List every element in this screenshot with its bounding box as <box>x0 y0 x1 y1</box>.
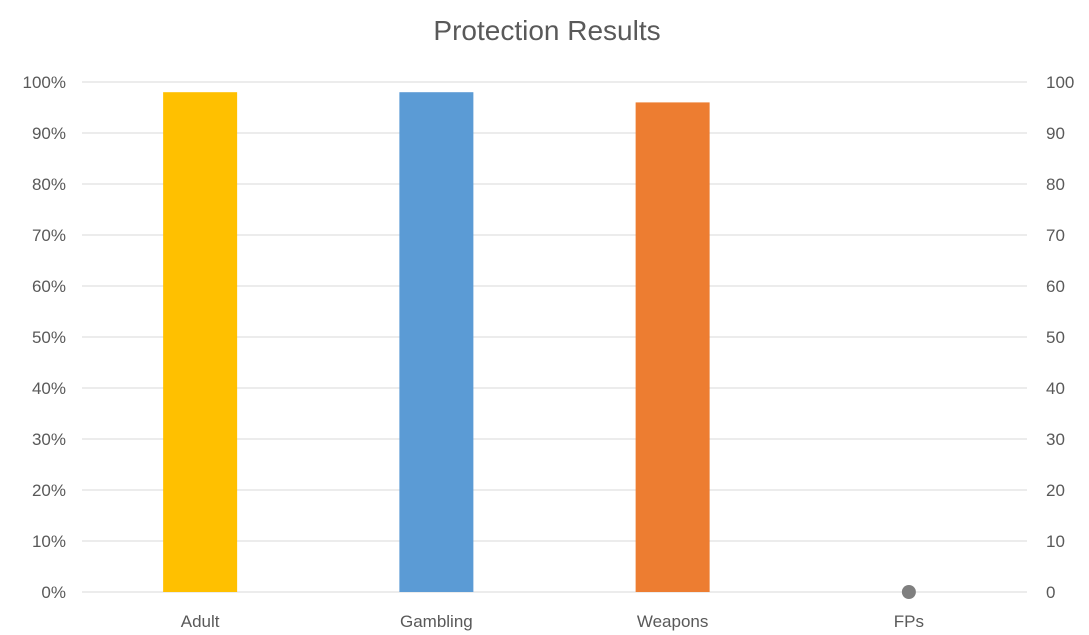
left-axis-tick-labels: 0% 10% 20% 30% 40% 50% 60% 70% 80% 90% 100% <box>23 73 66 602</box>
bar-adult <box>163 92 238 592</box>
left-tick-label: 80% <box>32 175 66 194</box>
left-tick-label: 30% <box>32 430 66 449</box>
chart-title: Protection Results <box>433 15 660 46</box>
right-tick-label: 20 <box>1046 481 1065 500</box>
left-tick-label: 40% <box>32 379 66 398</box>
category-labels: Adult Gambling Weapons FPs <box>181 612 924 631</box>
bar-weapons <box>635 102 710 593</box>
left-tick-label: 20% <box>32 481 66 500</box>
right-tick-label: 100 <box>1046 73 1074 92</box>
right-tick-label: 30 <box>1046 430 1065 449</box>
left-tick-label: 60% <box>32 277 66 296</box>
category-label: Weapons <box>637 612 709 631</box>
right-tick-label: 60 <box>1046 277 1065 296</box>
gridlines <box>82 81 1027 593</box>
right-tick-label: 90 <box>1046 124 1065 143</box>
bar-series <box>163 92 710 593</box>
left-tick-label: 0% <box>41 583 66 602</box>
right-tick-label: 50 <box>1046 328 1065 347</box>
left-tick-label: 70% <box>32 226 66 245</box>
right-tick-label: 40 <box>1046 379 1065 398</box>
left-tick-label: 100% <box>23 73 66 92</box>
left-tick-label: 10% <box>32 532 66 551</box>
right-axis-tick-labels: 0 10 20 30 40 50 60 70 80 90 100 <box>1046 73 1074 602</box>
scatter-series <box>901 585 916 599</box>
left-tick-label: 90% <box>32 124 66 143</box>
left-tick-label: 50% <box>32 328 66 347</box>
bar-gambling <box>399 92 474 592</box>
category-label: Adult <box>181 612 220 631</box>
right-tick-label: 10 <box>1046 532 1065 551</box>
right-tick-label: 0 <box>1046 583 1055 602</box>
category-label: Gambling <box>400 612 473 631</box>
right-tick-label: 80 <box>1046 175 1065 194</box>
right-tick-label: 70 <box>1046 226 1065 245</box>
category-label: FPs <box>894 612 924 631</box>
point-fps <box>901 585 916 599</box>
